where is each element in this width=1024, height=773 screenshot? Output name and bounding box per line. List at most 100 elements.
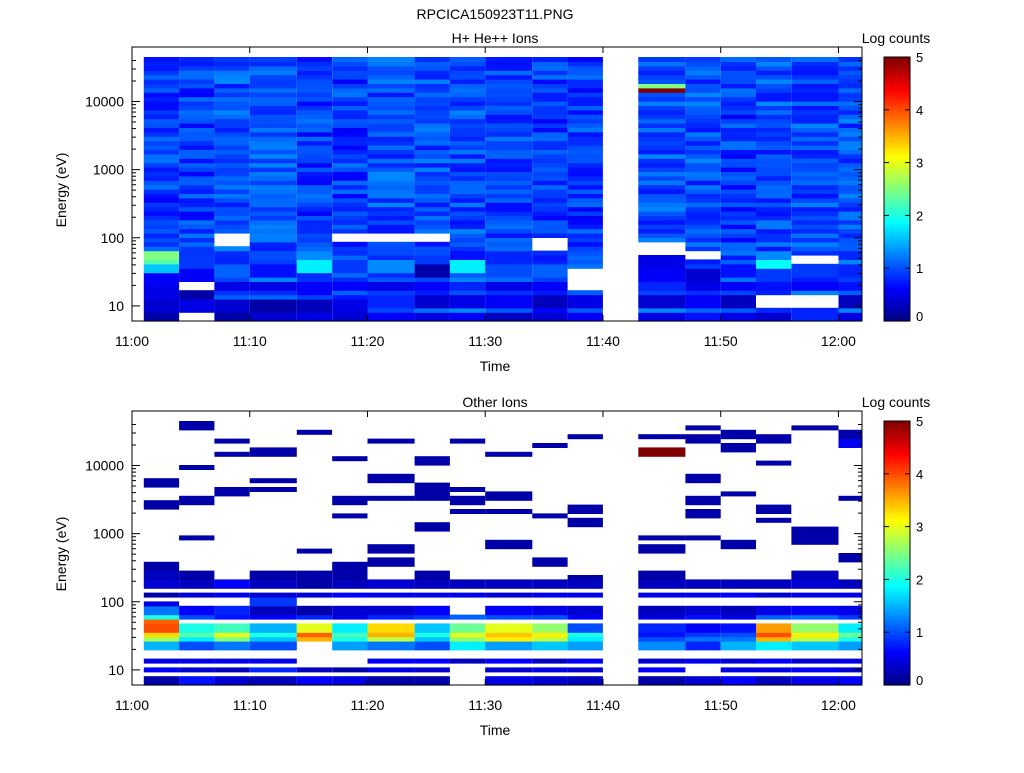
heatmap-cell [720,447,756,453]
heatmap-cell [249,158,297,164]
heatmap-cell [791,312,839,318]
heatmap-cell [249,614,297,620]
heatmap-cell [791,623,839,629]
heatmap-cell [685,149,721,155]
heatmap-cell [838,105,862,111]
heatmap-cell [638,579,686,585]
heatmap-cell [756,74,792,80]
heatmap-cell [449,299,486,304]
heatmap-cell [214,285,250,291]
colorbar-segment [884,183,910,187]
heatmap-cell [367,241,415,247]
heatmap-cell [332,193,368,199]
colorbar-segment [884,133,910,137]
heatmap-cell [179,87,215,93]
heatmap-cell [485,140,533,146]
heatmap-cell [756,171,792,177]
heatmap-cell [332,131,368,137]
heatmap-cell [249,268,297,274]
heatmap-cell [485,92,533,98]
heatmap-cell [296,237,333,243]
heatmap-cell [367,605,415,611]
heatmap-cell [756,583,792,589]
heatmap-cell [249,303,297,309]
heatmap-cell [449,96,486,102]
heatmap-cell [179,583,215,589]
heatmap-cell [249,272,297,278]
heatmap-cell [838,233,862,238]
colorbar-segment [884,484,910,488]
heatmap-cell [791,277,839,282]
heatmap-cell [756,140,792,146]
heatmap-cell [756,680,792,686]
heatmap-cell [414,307,450,313]
heatmap-cell [720,443,756,448]
heatmap-cell [179,109,215,115]
colorbar-segment [884,291,910,296]
heatmap-cell [179,189,215,194]
heatmap-cell [179,667,215,673]
heatmap-cell [567,250,603,256]
heatmap-cell [720,145,756,150]
heatmap-cell [179,579,215,585]
heatmap-cell [720,290,756,296]
heatmap-cell [296,109,333,115]
heatmap-cell [179,290,215,296]
heatmap-cell [214,167,250,172]
heatmap-cell [179,535,215,541]
heatmap-cell [179,92,215,98]
heatmap-cell [838,429,862,435]
heatmap-cell [756,101,792,106]
heatmap-cell [214,281,250,287]
heatmap-cell [532,272,568,278]
heatmap-cell [532,57,568,62]
colorbar-segment [884,136,910,140]
heatmap-cell [532,145,568,150]
heatmap-cell [567,299,603,304]
heatmap-cell [367,303,415,309]
heatmap-cell [449,131,486,137]
heatmap-cell [567,127,603,133]
heatmap-cell [720,658,756,664]
heatmap-cell [638,255,686,260]
heatmap-cell [449,215,486,221]
heatmap-cell [414,522,450,528]
heatmap-cell [449,101,486,106]
heatmap-cell [449,57,486,62]
heatmap-cell [143,610,180,616]
heatmap-cell [143,641,180,646]
heatmap-cell [685,592,721,598]
heatmap-cell [791,425,839,431]
heatmap-cell [791,171,839,177]
heatmap-cell [838,131,862,137]
heatmap-cell [485,184,533,190]
heatmap-cell [756,70,792,76]
x-tick-label: 11:20 [350,333,384,349]
heatmap-cell [414,645,450,651]
heatmap-cell [756,614,792,620]
heatmap-cell [485,211,533,216]
heatmap-cell [838,145,862,150]
heatmap-cell [332,316,368,322]
colorbar-segment [884,154,910,158]
heatmap-cell [296,277,333,282]
heatmap-cell [567,109,603,115]
heatmap-cell [838,614,862,620]
heatmap-cell [685,623,721,629]
heatmap-cell [756,263,792,269]
heatmap-cell [449,140,486,146]
colorbar-segment [884,476,910,480]
heatmap-cell [838,290,862,296]
heatmap-cell [838,316,862,322]
heatmap-cell [567,579,603,585]
heatmap-cell [756,579,792,585]
heatmap-cell [791,645,839,651]
heatmap-cell [838,228,862,234]
heatmap-cell [449,592,486,598]
heatmap-cell [214,623,250,629]
heatmap-cell [485,495,533,501]
heatmap-cell [838,285,862,291]
heatmap-cell [214,57,250,62]
colorbar-segment [884,589,910,594]
heatmap-cell [791,658,839,664]
